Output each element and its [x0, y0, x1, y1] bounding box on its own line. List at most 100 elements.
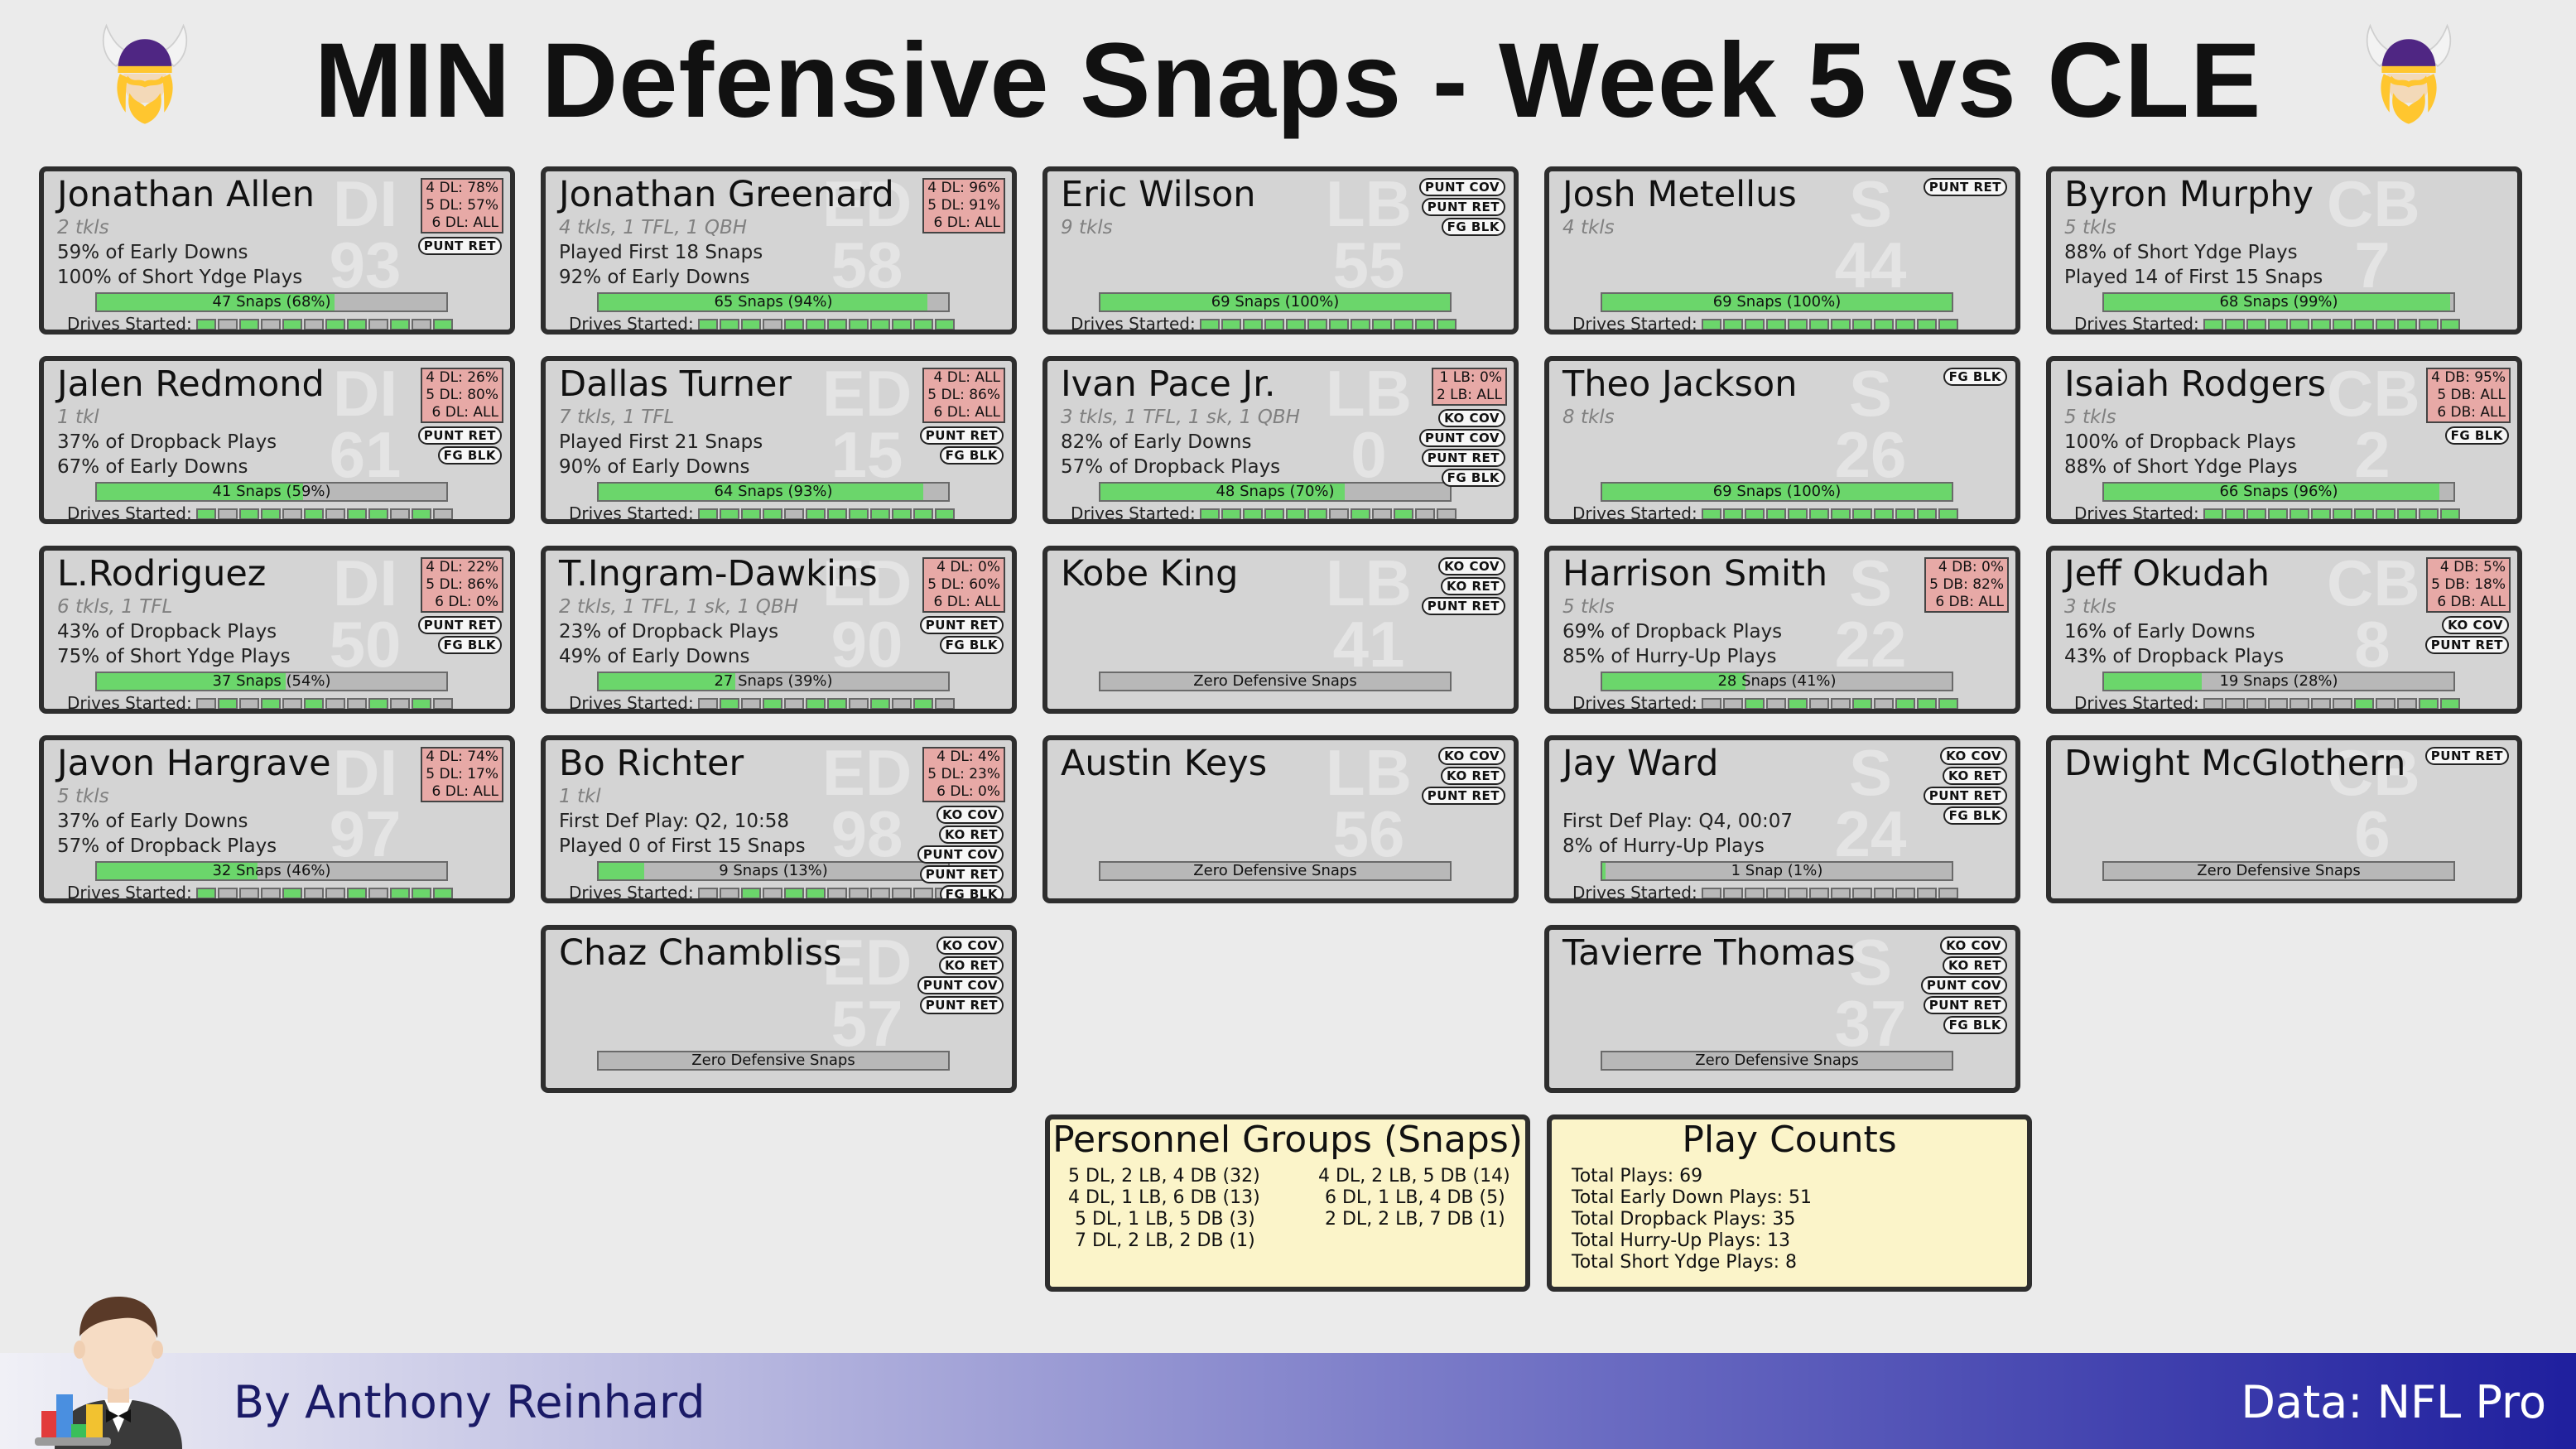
- snap-bar-fill: [1602, 673, 1746, 690]
- position-number-watermark: CB 2: [2327, 361, 2420, 487]
- special-teams-tag-punt-ret: PUNT RET: [1923, 996, 2007, 1014]
- drive-started-cell: [196, 508, 216, 519]
- drive-started-cell: [870, 508, 890, 519]
- play-count-item: Total Early Down Plays: 51: [1572, 1187, 1812, 1208]
- personnel-package-line: 4 DL: 74%: [426, 749, 498, 765]
- drive-not-started-cell: [784, 508, 804, 519]
- drive-not-started-cell: [325, 508, 345, 519]
- drive-not-started-cell: [1372, 508, 1392, 519]
- snap-count-bar: 68 Snaps (99%): [2102, 292, 2455, 312]
- drive-not-started-cell: [239, 888, 259, 898]
- drive-started-cell: [2311, 508, 2331, 519]
- position-watermark: S: [1848, 167, 1893, 240]
- drive-started-cell: [2419, 698, 2439, 709]
- drive-not-started-cell: [1874, 888, 1894, 898]
- position-number-watermark: DI 50: [320, 551, 411, 681]
- snap-count-bar: 27 Snaps (39%): [597, 672, 950, 691]
- special-teams-tag-ko-ret: KO RET: [939, 956, 1004, 975]
- personnel-package-box: 4 DL: 26% 5 DL: 80% 6 DL: ALL: [421, 368, 503, 423]
- special-teams-tag-punt-ret: PUNT RET: [417, 426, 502, 445]
- jersey-number-watermark: 50: [329, 608, 402, 681]
- snap-count-bar: Zero Defensive Snaps: [1099, 672, 1452, 691]
- drive-not-started-cell: [1831, 888, 1851, 898]
- drive-started-cell: [849, 319, 869, 330]
- special-teams-tag-fg-blk: FG BLK: [1943, 368, 2007, 386]
- special-teams-tag-ko-cov: KO COV: [1940, 936, 2007, 955]
- special-teams-tag-fg-blk: FG BLK: [1441, 469, 1505, 487]
- drive-started-cell: [2354, 698, 2374, 709]
- situational-stat: 57% of Dropback Plays: [57, 835, 277, 857]
- special-teams-tag-ko-ret: KO RET: [1441, 577, 1505, 595]
- player-card-t-ingram-dawkins: ED 90 T.Ingram-Dawkins 2 tkls, 1 TFL, 1 sk,…: [541, 546, 1017, 714]
- situational-stat: 67% of Early Downs: [57, 456, 248, 478]
- position-number-watermark: S 26: [1825, 361, 1916, 487]
- player-name: Bo Richter: [559, 743, 744, 784]
- personnel-package-line: 6 DB: ALL: [2437, 404, 2506, 421]
- drive-started-cell: [368, 698, 388, 709]
- drive-started-cell: [1831, 319, 1851, 330]
- drive-started-cell: [239, 319, 259, 330]
- drive-started-cell: [347, 508, 367, 519]
- snap-count-bar: 69 Snaps (100%): [1099, 292, 1452, 312]
- drive-not-started-cell: [1723, 888, 1743, 898]
- drive-started-cell: [935, 508, 955, 519]
- jersey-number-watermark: 0: [1351, 418, 1387, 491]
- drive-not-started-cell: [1437, 508, 1457, 519]
- personnel-package-line: 4 DB: 95%: [2431, 369, 2506, 386]
- situational-stat: First Def Play: Q4, 00:07: [1562, 811, 1793, 832]
- jersey-number-watermark: 57: [831, 987, 903, 1060]
- personnel-package-line: 4 DL: 26%: [426, 369, 498, 386]
- drive-not-started-cell: [1938, 888, 1958, 898]
- drive-not-started-cell: [1809, 888, 1829, 898]
- player-name: Isaiah Rodgers: [2064, 363, 2327, 405]
- snap-count-bar: 32 Snaps (46%): [95, 861, 448, 881]
- position-number-watermark: ED 15: [821, 361, 912, 487]
- snap-count-bar: Zero Defensive Snaps: [597, 1051, 950, 1071]
- drive-not-started-cell: [1702, 698, 1721, 709]
- drive-started-cell: [1372, 319, 1392, 330]
- player-card-isaiah-rodgers: CB 2 Isaiah Rodgers 5 tkls 100% of Dropback …: [2046, 356, 2522, 524]
- jersey-number-watermark: 6: [2354, 797, 2391, 870]
- drive-not-started-cell: [218, 508, 238, 519]
- drive-started-cell: [347, 888, 367, 898]
- drive-not-started-cell: [282, 508, 302, 519]
- drive-started-cell: [261, 698, 281, 709]
- drive-not-started-cell: [2397, 698, 2417, 709]
- special-teams-tags: PUNT RET FG BLK: [919, 426, 1004, 465]
- position-number-watermark: S 22: [1825, 551, 1916, 676]
- drive-not-started-cell: [1809, 698, 1829, 709]
- special-teams-tag-punt-ret: PUNT RET: [1421, 787, 1505, 805]
- player-card-theo-jackson: S 26 Theo Jackson 8 tkls 69 Snaps (100%) Driv…: [1544, 356, 2020, 524]
- drive-started-cell: [2246, 319, 2266, 330]
- snap-count-label: Zero Defensive Snaps: [1193, 862, 1357, 879]
- player-card-ivan-pace-jr: LB 0 Ivan Pace Jr. 3 tkls, 1 TFL, 1 sk, 1 Q…: [1042, 356, 1519, 524]
- drive-not-started-cell: [325, 698, 345, 709]
- position-number-watermark: LB 56: [1323, 740, 1414, 866]
- drive-started-cell: [1852, 508, 1872, 519]
- special-teams-tag-fg-blk: FG BLK: [939, 446, 1004, 465]
- special-teams-tag-punt-ret: PUNT RET: [919, 996, 1004, 1014]
- player-card-jay-ward: S 24 Jay Ward First Def Play: Q4, 00:07 8% o…: [1544, 735, 2020, 903]
- snap-bar-fill: [97, 673, 286, 690]
- drive-not-started-cell: [304, 319, 324, 330]
- snap-count-bar: 47 Snaps (68%): [95, 292, 448, 312]
- player-name: Jonathan Greenard: [559, 174, 894, 215]
- drive-started-cell: [1351, 508, 1370, 519]
- situational-stat: 69% of Dropback Plays: [1562, 621, 1783, 643]
- drives-started-label: Drives Started:: [1071, 503, 1196, 523]
- personnel-package-box: 4 DL: ALL 5 DL: 86% 6 DL: ALL: [922, 368, 1005, 423]
- personnel-group-item: 2 DL, 2 LB, 7 DB (1): [1325, 1209, 1505, 1230]
- position-number-watermark: S 44: [1825, 167, 1916, 297]
- drive-started-cell: [196, 888, 216, 898]
- position-number-watermark: DI 97: [320, 740, 411, 866]
- drive-started-cell: [2354, 319, 2374, 330]
- drives-started-label: Drives Started:: [1572, 314, 1697, 334]
- player-name: Theo Jackson: [1562, 363, 1798, 405]
- drive-not-started-cell: [1723, 698, 1743, 709]
- position-watermark: DI: [333, 167, 397, 240]
- special-teams-tags: FG BLK: [2444, 426, 2509, 445]
- snap-bar-fill: [2104, 484, 2440, 500]
- position-number-watermark: CB 8: [2327, 551, 2420, 676]
- snap-bar-fill: [1602, 294, 1952, 310]
- drives-started-track: [698, 888, 955, 898]
